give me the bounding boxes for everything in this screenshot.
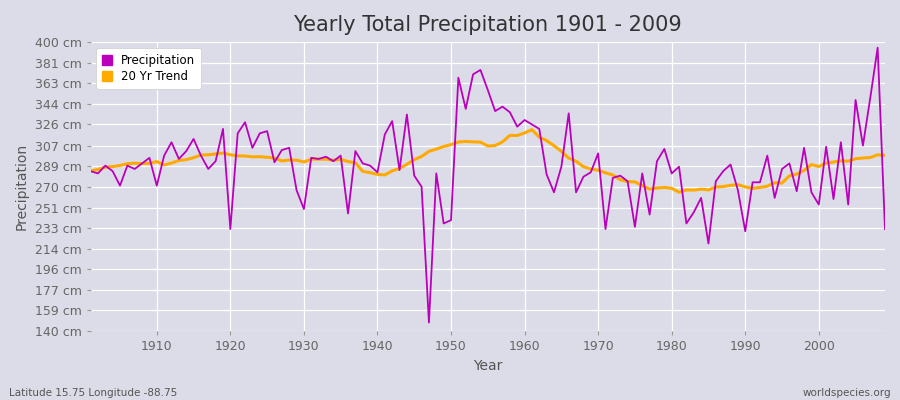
Title: Yearly Total Precipitation 1901 - 2009: Yearly Total Precipitation 1901 - 2009 bbox=[293, 15, 682, 35]
Text: Latitude 15.75 Longitude -88.75: Latitude 15.75 Longitude -88.75 bbox=[9, 388, 177, 398]
X-axis label: Year: Year bbox=[473, 359, 502, 373]
Text: worldspecies.org: worldspecies.org bbox=[803, 388, 891, 398]
Y-axis label: Precipitation: Precipitation bbox=[15, 143, 29, 230]
Legend: Precipitation, 20 Yr Trend: Precipitation, 20 Yr Trend bbox=[96, 48, 202, 89]
